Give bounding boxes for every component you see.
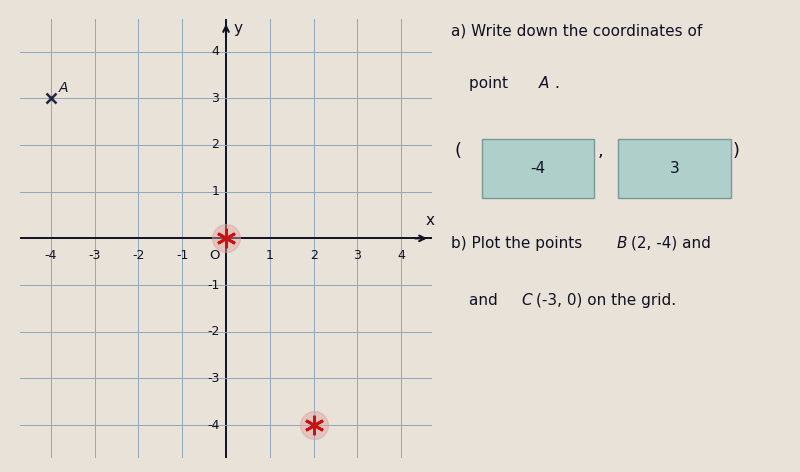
Text: 2: 2 — [211, 138, 219, 152]
Text: (: ( — [454, 142, 462, 160]
Text: a) Write down the coordinates of: a) Write down the coordinates of — [450, 24, 702, 39]
Text: 2: 2 — [310, 249, 318, 261]
Text: ,: , — [598, 142, 604, 160]
Text: -1: -1 — [207, 278, 219, 292]
Text: 4: 4 — [211, 45, 219, 58]
Text: point: point — [469, 76, 513, 91]
Text: -4: -4 — [45, 249, 57, 261]
Text: x: x — [426, 213, 434, 228]
Text: (2, -4) and: (2, -4) and — [631, 236, 711, 251]
Text: O: O — [209, 249, 219, 261]
Text: -1: -1 — [176, 249, 188, 261]
Text: and: and — [469, 293, 502, 308]
Text: 3: 3 — [354, 249, 362, 261]
FancyBboxPatch shape — [482, 139, 594, 198]
Text: -3: -3 — [207, 372, 219, 385]
Text: b) Plot the points: b) Plot the points — [450, 236, 586, 251]
Text: -4: -4 — [207, 419, 219, 432]
Text: -4: -4 — [530, 161, 546, 176]
Text: 4: 4 — [398, 249, 406, 261]
Text: A: A — [58, 81, 68, 94]
Text: 1: 1 — [266, 249, 274, 261]
Text: (-3, 0) on the grid.: (-3, 0) on the grid. — [536, 293, 676, 308]
Text: y: y — [234, 21, 243, 36]
Text: -3: -3 — [88, 249, 101, 261]
Text: B: B — [617, 236, 627, 251]
Text: .: . — [554, 76, 559, 91]
Text: A: A — [539, 76, 550, 91]
Text: C: C — [522, 293, 532, 308]
Text: -2: -2 — [132, 249, 145, 261]
Text: 3: 3 — [670, 161, 679, 176]
Text: 3: 3 — [211, 92, 219, 105]
Text: -2: -2 — [207, 325, 219, 338]
Text: 1: 1 — [211, 185, 219, 198]
Text: ): ) — [733, 142, 740, 160]
FancyBboxPatch shape — [618, 139, 731, 198]
